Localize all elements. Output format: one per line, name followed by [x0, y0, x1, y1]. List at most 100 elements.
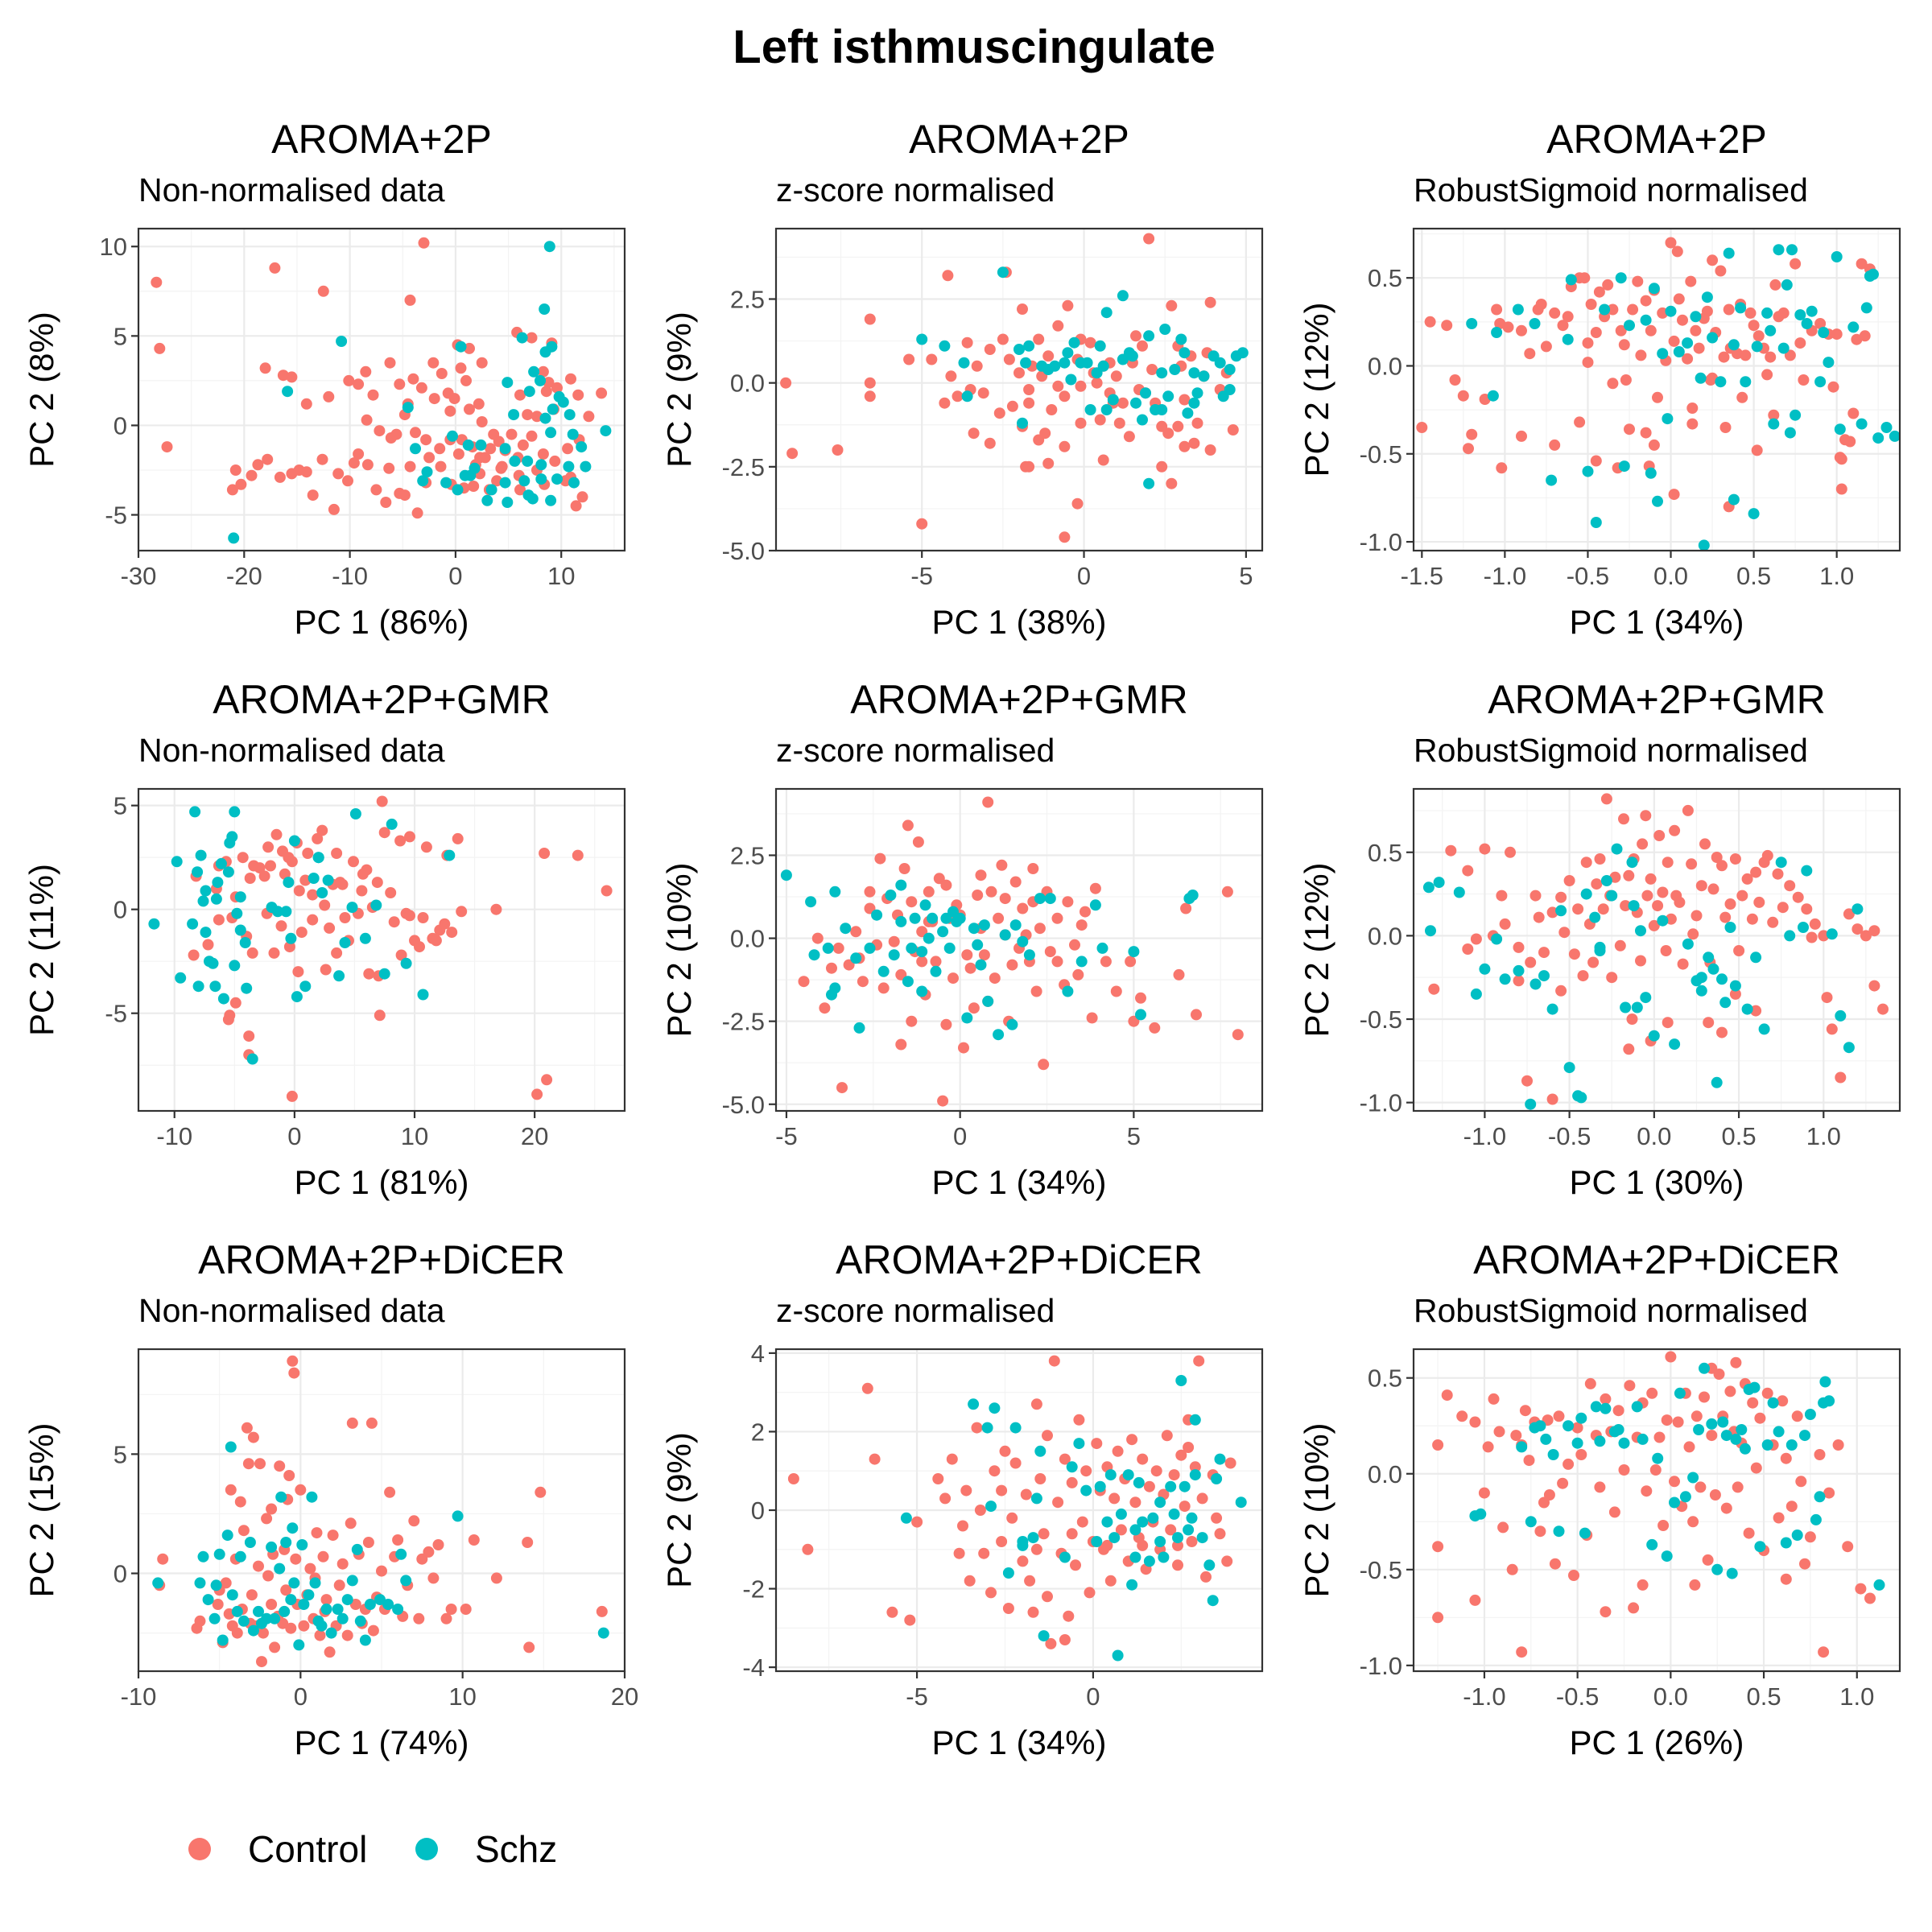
- control-point: [1687, 1516, 1699, 1528]
- control-point: [1441, 1389, 1453, 1402]
- panel-5: AROMA+2P+GMR z-score normalised -5 0 5 -5.0 -2…: [660, 677, 1264, 1201]
- control-point: [1034, 923, 1046, 935]
- control-point: [541, 1074, 553, 1086]
- control-point: [1582, 357, 1594, 369]
- schz-point: [1819, 1376, 1831, 1388]
- control-point: [378, 827, 390, 839]
- control-point: [957, 1520, 968, 1532]
- control-point: [1609, 871, 1621, 883]
- control-point: [1211, 1512, 1223, 1524]
- control-point: [1062, 299, 1074, 312]
- schz-point: [937, 926, 949, 938]
- control-point: [1593, 286, 1605, 298]
- control-point: [1806, 931, 1818, 943]
- control-point: [1183, 1442, 1195, 1453]
- control-point: [1618, 1464, 1630, 1476]
- control-point: [982, 796, 994, 808]
- control-point: [1741, 873, 1753, 885]
- schz-point: [939, 340, 951, 352]
- schz-point: [1189, 1469, 1201, 1481]
- schz-point: [1147, 1512, 1159, 1524]
- schz-point: [336, 336, 348, 347]
- schz-point: [288, 1577, 300, 1589]
- schz-point: [1017, 1539, 1029, 1551]
- schz-point: [989, 1402, 1001, 1414]
- control-point: [1677, 314, 1688, 326]
- control-point: [256, 1656, 267, 1668]
- control-point: [902, 819, 914, 832]
- schz-point: [1693, 1424, 1705, 1435]
- control-point: [1075, 380, 1087, 392]
- control-point: [857, 976, 869, 988]
- schz-point: [1547, 1449, 1559, 1460]
- schz-point: [1130, 397, 1141, 409]
- control-point: [1568, 1570, 1579, 1581]
- schz-point: [374, 1594, 386, 1606]
- schz-point: [1159, 324, 1171, 335]
- schz-point: [1719, 997, 1732, 1009]
- control-point: [1579, 272, 1591, 284]
- control-point: [1690, 324, 1702, 336]
- control-point: [1125, 956, 1137, 968]
- schz-point: [1631, 1401, 1643, 1413]
- control-point: [317, 285, 329, 297]
- schz-point: [499, 443, 511, 455]
- y-tick-label: -0.5: [1360, 1556, 1402, 1584]
- points: [151, 237, 612, 544]
- control-point: [423, 452, 436, 464]
- control-point: [1150, 1465, 1162, 1477]
- control-point: [1751, 444, 1763, 456]
- schz-point: [440, 477, 452, 489]
- control-point: [549, 455, 561, 467]
- control-point: [342, 475, 353, 487]
- control-point: [1530, 890, 1542, 902]
- control-point: [942, 270, 954, 282]
- control-point: [404, 460, 416, 473]
- schz-point: [485, 484, 497, 496]
- schz-point: [370, 899, 382, 911]
- y-tick-label: 0: [114, 1560, 127, 1588]
- schz-point: [1097, 360, 1109, 372]
- control-point: [259, 362, 271, 374]
- control-point: [798, 976, 810, 988]
- control-point: [1521, 1075, 1533, 1087]
- control-point: [1780, 1452, 1792, 1464]
- schz-point: [885, 890, 897, 901]
- control-point: [888, 935, 900, 947]
- panel-subtitle: Non-normalised data: [138, 732, 445, 769]
- schz-point: [202, 1594, 214, 1606]
- control-point: [464, 403, 475, 415]
- x-axis-title: PC 1 (38%): [931, 603, 1106, 641]
- control-point: [1669, 824, 1681, 836]
- control-point: [161, 441, 173, 453]
- control-point: [231, 1627, 243, 1639]
- schz-point: [502, 497, 514, 508]
- control-point: [241, 1422, 253, 1434]
- control-point: [1027, 863, 1039, 874]
- y-tick-label: 0.0: [1368, 352, 1402, 380]
- control-point: [323, 390, 335, 402]
- control-point: [537, 448, 549, 460]
- control-point: [1137, 1539, 1149, 1551]
- control-point: [1137, 340, 1148, 352]
- schz-point: [1049, 360, 1061, 372]
- control-point: [1860, 930, 1872, 942]
- control-point: [1045, 1637, 1057, 1649]
- control-point: [1584, 1377, 1596, 1389]
- control-point: [1165, 1524, 1177, 1536]
- control-point: [996, 1484, 1008, 1496]
- control-point: [886, 1606, 898, 1618]
- control-point: [290, 1553, 302, 1565]
- control-point: [298, 1620, 310, 1632]
- x-tick-label: 0: [1077, 562, 1091, 590]
- schz-point: [1425, 925, 1436, 937]
- control-point: [1449, 374, 1461, 386]
- schz-point: [1703, 952, 1715, 964]
- control-point: [1038, 1059, 1050, 1071]
- panel-subtitle: z-score normalised: [776, 171, 1055, 208]
- control-point: [1597, 903, 1609, 915]
- control-point: [283, 941, 295, 953]
- control-point: [1608, 1506, 1620, 1518]
- x-axis-title: PC 1 (26%): [1569, 1724, 1744, 1761]
- control-point: [596, 1605, 608, 1617]
